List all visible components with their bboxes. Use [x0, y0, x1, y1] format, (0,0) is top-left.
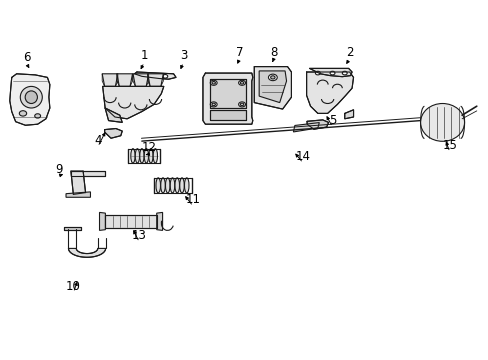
Text: 5: 5: [328, 114, 336, 127]
Polygon shape: [71, 171, 105, 176]
Ellipse shape: [20, 86, 42, 108]
Text: 13: 13: [132, 229, 146, 242]
Polygon shape: [293, 122, 319, 132]
Ellipse shape: [180, 178, 184, 193]
Ellipse shape: [140, 149, 144, 163]
Polygon shape: [259, 71, 286, 103]
Polygon shape: [102, 86, 163, 119]
Ellipse shape: [270, 76, 274, 79]
Text: 11: 11: [185, 193, 200, 206]
Text: 14: 14: [295, 150, 310, 163]
Polygon shape: [203, 73, 252, 124]
Polygon shape: [309, 68, 351, 77]
Ellipse shape: [144, 149, 148, 163]
Polygon shape: [100, 212, 105, 230]
Ellipse shape: [170, 178, 174, 193]
Ellipse shape: [35, 114, 41, 118]
Text: 6: 6: [23, 51, 31, 64]
Polygon shape: [210, 110, 245, 120]
Polygon shape: [105, 215, 156, 228]
Text: 4: 4: [94, 134, 102, 147]
Ellipse shape: [420, 104, 464, 141]
Ellipse shape: [342, 71, 346, 75]
Ellipse shape: [165, 178, 170, 193]
Ellipse shape: [148, 149, 153, 163]
Polygon shape: [63, 227, 81, 230]
Ellipse shape: [142, 75, 146, 78]
Text: 8: 8: [269, 46, 277, 59]
Polygon shape: [156, 212, 162, 230]
Polygon shape: [68, 248, 105, 257]
Polygon shape: [344, 110, 353, 119]
Text: 2: 2: [345, 46, 353, 59]
Ellipse shape: [238, 80, 245, 85]
Text: 1: 1: [140, 49, 148, 62]
Ellipse shape: [130, 149, 135, 163]
Polygon shape: [104, 129, 122, 138]
Ellipse shape: [210, 80, 217, 85]
Polygon shape: [105, 108, 122, 122]
Ellipse shape: [212, 103, 215, 106]
Ellipse shape: [163, 75, 167, 78]
Polygon shape: [134, 72, 176, 79]
Ellipse shape: [19, 111, 26, 116]
Ellipse shape: [161, 178, 165, 193]
Text: 3: 3: [179, 49, 187, 62]
Ellipse shape: [212, 82, 215, 84]
Ellipse shape: [238, 102, 245, 107]
Ellipse shape: [240, 82, 243, 84]
Polygon shape: [306, 72, 353, 113]
Ellipse shape: [153, 75, 158, 78]
Polygon shape: [147, 74, 163, 86]
Polygon shape: [133, 74, 148, 86]
Polygon shape: [102, 74, 118, 86]
Ellipse shape: [329, 71, 334, 75]
Polygon shape: [306, 120, 328, 129]
Ellipse shape: [25, 91, 37, 104]
Polygon shape: [117, 74, 132, 86]
Polygon shape: [210, 79, 245, 108]
Text: 15: 15: [442, 139, 456, 152]
Polygon shape: [254, 67, 291, 109]
Text: 10: 10: [66, 280, 81, 293]
Ellipse shape: [156, 178, 160, 193]
Ellipse shape: [184, 178, 189, 193]
Polygon shape: [71, 171, 85, 194]
Text: 12: 12: [142, 141, 156, 154]
Ellipse shape: [268, 74, 277, 81]
Ellipse shape: [153, 149, 157, 163]
Polygon shape: [10, 74, 50, 125]
Ellipse shape: [210, 102, 217, 107]
Text: 7: 7: [235, 46, 243, 59]
Ellipse shape: [175, 178, 179, 193]
Polygon shape: [66, 192, 90, 197]
Ellipse shape: [135, 149, 139, 163]
Ellipse shape: [240, 103, 243, 106]
Text: 9: 9: [55, 163, 62, 176]
Ellipse shape: [315, 71, 320, 75]
